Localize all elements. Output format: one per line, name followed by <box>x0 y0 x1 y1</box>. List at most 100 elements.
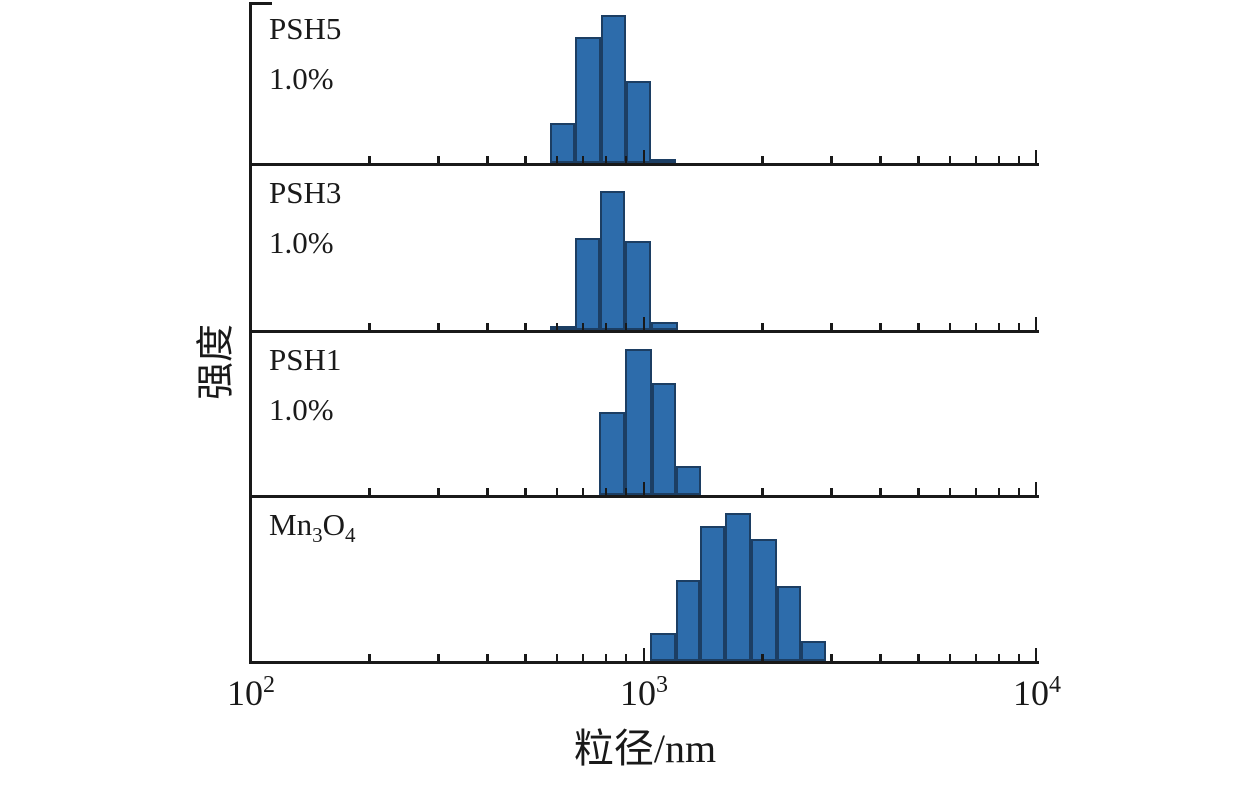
panel-label-mn3o4: Mn3O4 <box>269 500 355 553</box>
histogram-bar <box>625 241 652 330</box>
x-axis-tick <box>761 156 764 163</box>
x-axis-tick <box>917 156 920 163</box>
tick-label-exponent: 3 <box>656 672 668 698</box>
panel-psh510: PSH5 1.0% <box>249 2 1039 166</box>
x-axis-tick <box>524 654 527 661</box>
label-text: Mn <box>269 507 313 542</box>
panel-label-psh110: PSH1 1.0% <box>269 335 341 435</box>
histogram-bar <box>800 641 826 661</box>
x-axis-tick-labels: 102 103 104 <box>227 672 1061 727</box>
x-axis-tick <box>642 150 646 163</box>
label-text: O <box>322 507 345 542</box>
histogram-bar <box>675 579 700 661</box>
histogram-bar <box>776 586 801 661</box>
histogram-bar <box>750 538 777 661</box>
x-axis-tick <box>368 156 371 163</box>
histogram-bar <box>600 190 626 330</box>
x-axis-tick <box>879 488 882 495</box>
x-axis-tick <box>948 488 952 495</box>
x-axis-tick <box>974 156 978 163</box>
x-axis-tick <box>437 323 440 330</box>
x-axis-tick <box>486 654 489 661</box>
x-axis-tick <box>524 156 527 163</box>
histogram-bar <box>549 122 576 163</box>
histogram-bar <box>724 512 751 661</box>
x-axis-tick <box>1034 150 1037 163</box>
panel-psh110: PSH1 1.0% <box>249 333 1039 498</box>
panel-top-left-spine-stub <box>249 2 272 5</box>
histogram-bar <box>601 14 626 163</box>
x-axis-tick <box>997 654 1001 661</box>
x-axis-tick <box>761 323 764 330</box>
x-axis-tick <box>1034 317 1037 330</box>
label-text: PSH3 <box>269 175 342 210</box>
x-axis-tick <box>879 654 882 661</box>
x-axis-tick <box>917 488 920 495</box>
x-axis-tick <box>917 323 920 330</box>
x-axis-tick <box>624 323 628 330</box>
x-axis-tick-label-10e2: 102 <box>227 672 275 714</box>
x-axis-tick <box>604 488 608 495</box>
x-axis-tick <box>486 323 489 330</box>
label-subscript: 3 <box>312 523 323 547</box>
x-axis-tick <box>642 317 646 330</box>
tick-label-base: 10 <box>227 673 263 713</box>
x-axis-tick <box>948 654 952 661</box>
histogram-bar <box>651 383 676 495</box>
x-axis-tick <box>581 488 585 495</box>
x-axis-tick <box>974 654 978 661</box>
x-axis-tick <box>974 488 978 495</box>
tick-label-base: 10 <box>1013 673 1049 713</box>
x-axis-tick <box>368 488 371 495</box>
x-axis-tick <box>879 156 882 163</box>
x-axis-tick <box>437 156 440 163</box>
histogram-bar <box>651 158 676 163</box>
tick-label-exponent: 2 <box>263 672 275 698</box>
x-axis-tick <box>624 654 628 661</box>
x-axis-tick <box>830 488 833 495</box>
x-axis-tick <box>604 156 608 163</box>
x-axis-tick <box>1034 648 1037 661</box>
x-axis-tick <box>486 156 489 163</box>
x-axis-tick <box>437 654 440 661</box>
x-axis-tick <box>624 488 628 495</box>
panel-psh310: PSH3 1.0% <box>249 166 1039 333</box>
x-axis-tick <box>642 648 646 661</box>
x-axis-tick <box>524 323 527 330</box>
x-axis-tick <box>997 323 1001 330</box>
x-axis-tick <box>604 654 608 661</box>
x-axis-tick <box>1017 156 1021 163</box>
x-axis-tick <box>761 654 764 661</box>
x-axis-tick <box>581 323 585 330</box>
x-axis-tick <box>604 323 608 330</box>
label-text: PSH1 <box>269 342 342 377</box>
x-axis-tick <box>830 323 833 330</box>
x-axis-tick <box>486 488 489 495</box>
x-axis-tick <box>830 156 833 163</box>
label-text: 1.0% <box>269 225 334 260</box>
panel-label-psh510: PSH5 1.0% <box>269 4 341 104</box>
panel-label-psh310: PSH3 1.0% <box>269 168 341 268</box>
x-axis-tick <box>581 654 585 661</box>
histogram-bar <box>651 321 678 330</box>
y-axis-title: 强度 <box>195 323 238 401</box>
x-axis-tick <box>1017 654 1021 661</box>
x-axis-tick <box>642 482 646 495</box>
x-axis-tick-label-10e3: 103 <box>620 672 668 714</box>
histogram-bar <box>575 37 602 163</box>
label-text: 1.0% <box>269 61 334 96</box>
histogram-bar <box>625 349 652 495</box>
x-axis-tick <box>555 488 559 495</box>
x-axis-tick <box>1017 488 1021 495</box>
x-axis-tick <box>524 488 527 495</box>
x-axis-tick <box>948 323 952 330</box>
x-axis-tick <box>917 654 920 661</box>
x-axis-tick <box>1034 482 1037 495</box>
panel-mn3o4: Mn3O4 <box>249 498 1039 664</box>
x-axis-title: 粒径/nm <box>573 726 717 771</box>
histogram-bar <box>649 633 676 661</box>
x-axis-tick <box>1017 323 1021 330</box>
histogram-bar <box>626 80 652 163</box>
histogram-bar <box>599 412 626 495</box>
